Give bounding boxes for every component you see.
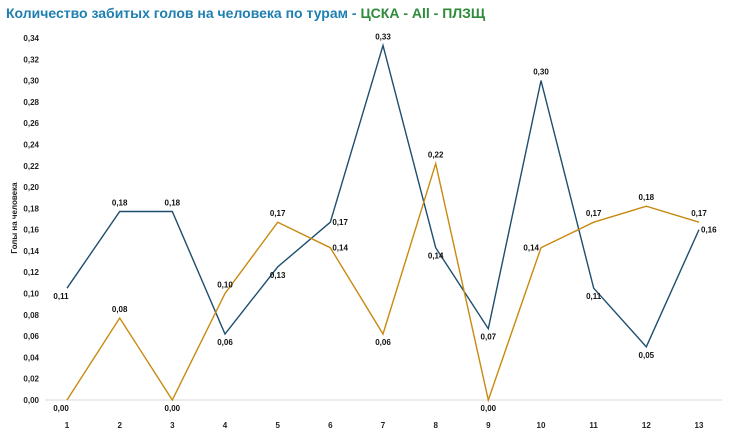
data-label: 0,08: [112, 305, 128, 314]
title-part-team: ЦСКА: [360, 5, 400, 21]
y-tick-label: 0,32: [23, 55, 39, 64]
y-tick-label: 0,28: [23, 98, 39, 107]
series-line-1: [66, 42, 700, 349]
data-label: 0,33: [375, 32, 391, 41]
x-tick-label: 11: [589, 421, 598, 430]
title-part-main: Количество забитых голов на человека по …: [6, 5, 348, 21]
data-label: 0,13: [270, 271, 286, 280]
data-label: 0,18: [639, 193, 655, 202]
x-tick-label: 6: [328, 421, 333, 430]
y-tick-label: 0,22: [23, 162, 39, 171]
data-label: 0,05: [639, 351, 655, 360]
y-tick-label: 0,34: [23, 34, 39, 43]
data-label: 0,14: [523, 244, 539, 253]
x-tick-label: 2: [117, 421, 122, 430]
x-tick-label: 10: [537, 421, 546, 430]
data-label: 0,11: [53, 292, 69, 301]
data-label: 0,14: [332, 244, 348, 253]
y-tick-label: 0,24: [23, 140, 39, 149]
data-label: 0,10: [217, 281, 233, 290]
series-line-2: [66, 160, 700, 403]
data-label: 0,06: [375, 338, 391, 347]
x-tick-label: 9: [486, 421, 491, 430]
y-tick-label: 0,26: [23, 119, 39, 128]
data-label: 0,17: [270, 209, 286, 218]
data-label: 0,16: [701, 226, 717, 235]
data-label: 0,00: [481, 404, 497, 413]
x-tick-label: 3: [170, 421, 175, 430]
data-label: 0,14: [428, 252, 444, 261]
data-label: 0,00: [53, 404, 69, 413]
title-part-sep-1: -: [348, 5, 361, 21]
data-label: 0,18: [165, 199, 181, 208]
y-tick-label: 0,18: [23, 204, 39, 213]
title-part-opponent: ПЛЗЩ: [442, 5, 486, 21]
y-tick-label: 0,00: [23, 396, 39, 405]
y-tick-label: 0,16: [23, 226, 39, 235]
y-tick-label: 0,04: [23, 353, 39, 362]
x-tick-label: 7: [381, 421, 386, 430]
data-label: 0,18: [112, 199, 128, 208]
title-part-scope: All: [411, 5, 430, 21]
y-tick-label: 0,14: [23, 247, 39, 256]
x-tick-label: 12: [642, 421, 651, 430]
data-label: 0,17: [586, 209, 602, 218]
y-axis-label: Голы на человека: [10, 182, 19, 254]
x-tick-label: 8: [433, 421, 438, 430]
data-label: 0,06: [217, 338, 233, 347]
data-label: 0,07: [481, 333, 497, 342]
x-tick-label: 4: [223, 421, 228, 430]
title-part-sep-2: -: [399, 5, 412, 21]
x-tick-label: 1: [65, 421, 70, 430]
y-tick-label: 0,08: [23, 311, 39, 320]
data-label: 0,17: [691, 209, 707, 218]
y-tick-label: 0,06: [23, 332, 39, 341]
y-tick-label: 0,20: [23, 183, 39, 192]
x-tick-label: 13: [695, 421, 704, 430]
x-tick-label: 5: [275, 421, 280, 430]
y-tick-label: 0,02: [23, 375, 39, 384]
title-part-sep-3: -: [429, 5, 443, 21]
data-label: 0,11: [586, 292, 602, 301]
chart-title: Количество забитых голов на человека по …: [6, 5, 485, 21]
data-label: 0,22: [428, 151, 444, 160]
y-tick-label: 0,30: [23, 77, 39, 86]
y-tick-label: 0,10: [23, 290, 39, 299]
data-label: 0,30: [533, 68, 549, 77]
data-label: 0,17: [332, 218, 348, 227]
data-label: 0,00: [165, 404, 181, 413]
y-tick-label: 0,12: [23, 268, 39, 277]
